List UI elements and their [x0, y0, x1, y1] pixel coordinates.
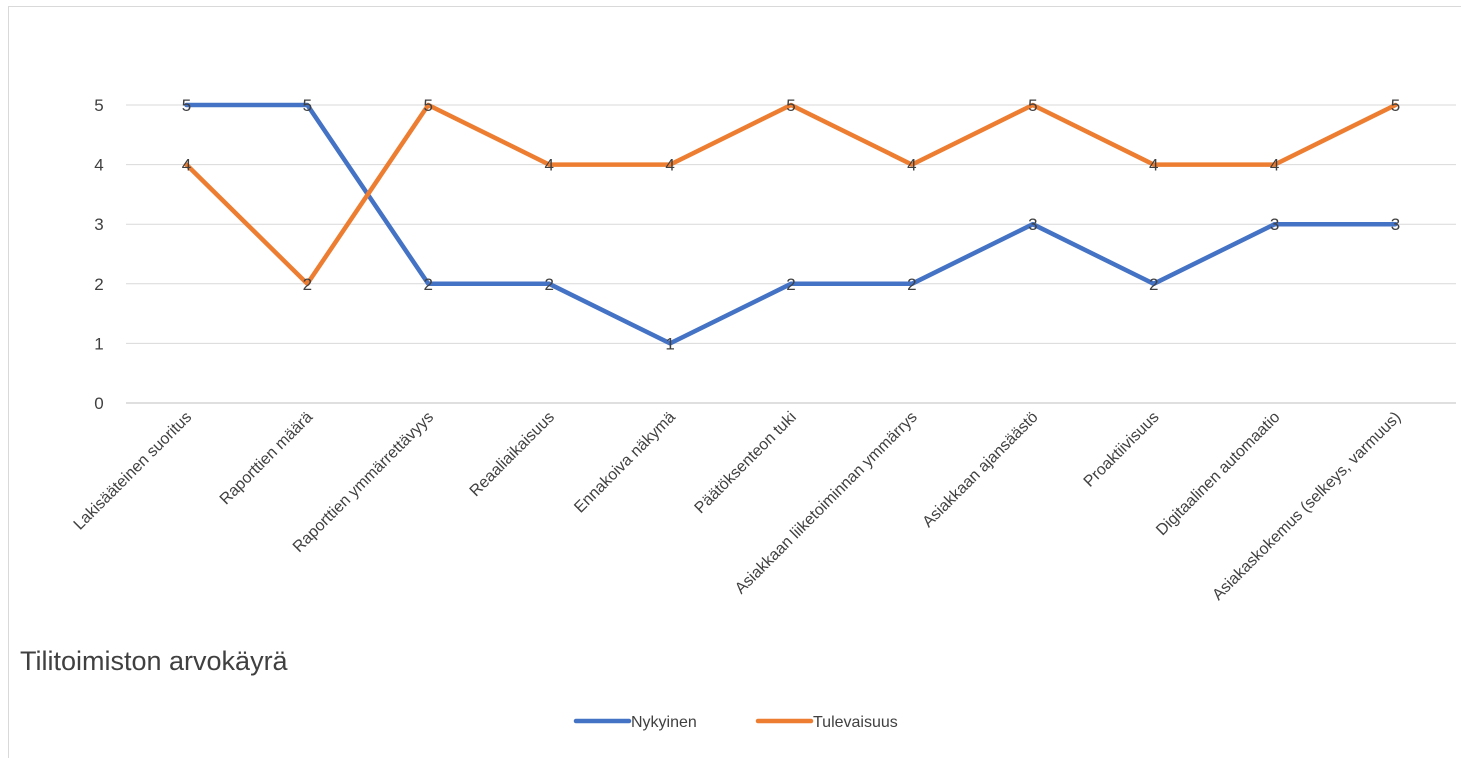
x-tick-label: Reaaliaikaisuus: [467, 409, 558, 500]
legend: Nykyinen Tulevaisuus: [573, 714, 898, 731]
x-tick-label: Asiakkaan ajansäästö: [920, 409, 1042, 531]
chart-frame-left: [8, 6, 9, 758]
x-tick-label: Päätöksenteon tuki: [692, 409, 800, 517]
y-tick-label: 4: [94, 156, 103, 175]
series-line: [184, 102, 1398, 346]
y-tick-label: 2: [94, 275, 103, 294]
y-tick-label: 5: [94, 96, 103, 115]
series-lines: [184, 102, 1398, 346]
x-tick-label: Proaktiivisuus: [1081, 409, 1163, 491]
data-label: 4: [1270, 156, 1279, 175]
data-label: 4: [1149, 156, 1158, 175]
data-label: 2: [544, 275, 553, 294]
chart-frame-top: [8, 6, 1461, 7]
x-tick-label: Raporttien ymmärrettävyys: [290, 409, 437, 556]
data-label: 5: [1391, 96, 1400, 115]
data-label: 5: [303, 96, 312, 115]
x-tick-label: Digitaalinen automaatio: [1153, 409, 1283, 539]
y-axis: 0 1 2 3 4 5: [94, 96, 103, 413]
data-label: 4: [544, 156, 553, 175]
data-label: 3: [1391, 215, 1400, 234]
data-label: 5: [424, 96, 433, 115]
y-tick-label: 3: [94, 215, 103, 234]
chart-title: Tilitoimiston arvokäyrä: [20, 646, 289, 676]
x-tick-label: Ennakoiva näkymä: [571, 409, 679, 517]
data-label: 1: [665, 334, 674, 353]
data-label: 3: [1028, 215, 1037, 234]
data-label: 3: [1270, 215, 1279, 234]
data-label: 5: [786, 96, 795, 115]
x-axis: Lakisääteinen suoritus Raporttien määräRa…: [71, 409, 1405, 604]
data-label: 5: [1028, 96, 1037, 115]
data-label: 2: [786, 275, 795, 294]
x-tick-label: Lakisääteinen suoritus: [71, 409, 196, 534]
data-label: 2: [907, 275, 916, 294]
data-label: 4: [907, 156, 916, 175]
x-tick-label: Asiakaskokemus (selkeys, varmuus): [1209, 409, 1404, 604]
data-label: 4: [665, 156, 674, 175]
series-line: [184, 102, 1398, 287]
y-tick-label: 1: [94, 334, 103, 353]
y-tick-label: 0: [94, 394, 103, 413]
data-labels: 5 5 2 2 1 2 2 3 2 3 3 4 2 5 4 4 5 4 5 4 4 5: [182, 96, 1401, 353]
data-label: 5: [182, 96, 191, 115]
legend-label: Tulevaisuus: [813, 714, 898, 731]
data-label: 4: [182, 156, 191, 175]
data-label: 2: [424, 275, 433, 294]
x-tick-label: Raporttien määrä: [217, 409, 317, 509]
data-label: 2: [1149, 275, 1158, 294]
legend-label: Nykyinen: [631, 714, 697, 731]
data-label: 2: [303, 275, 312, 294]
